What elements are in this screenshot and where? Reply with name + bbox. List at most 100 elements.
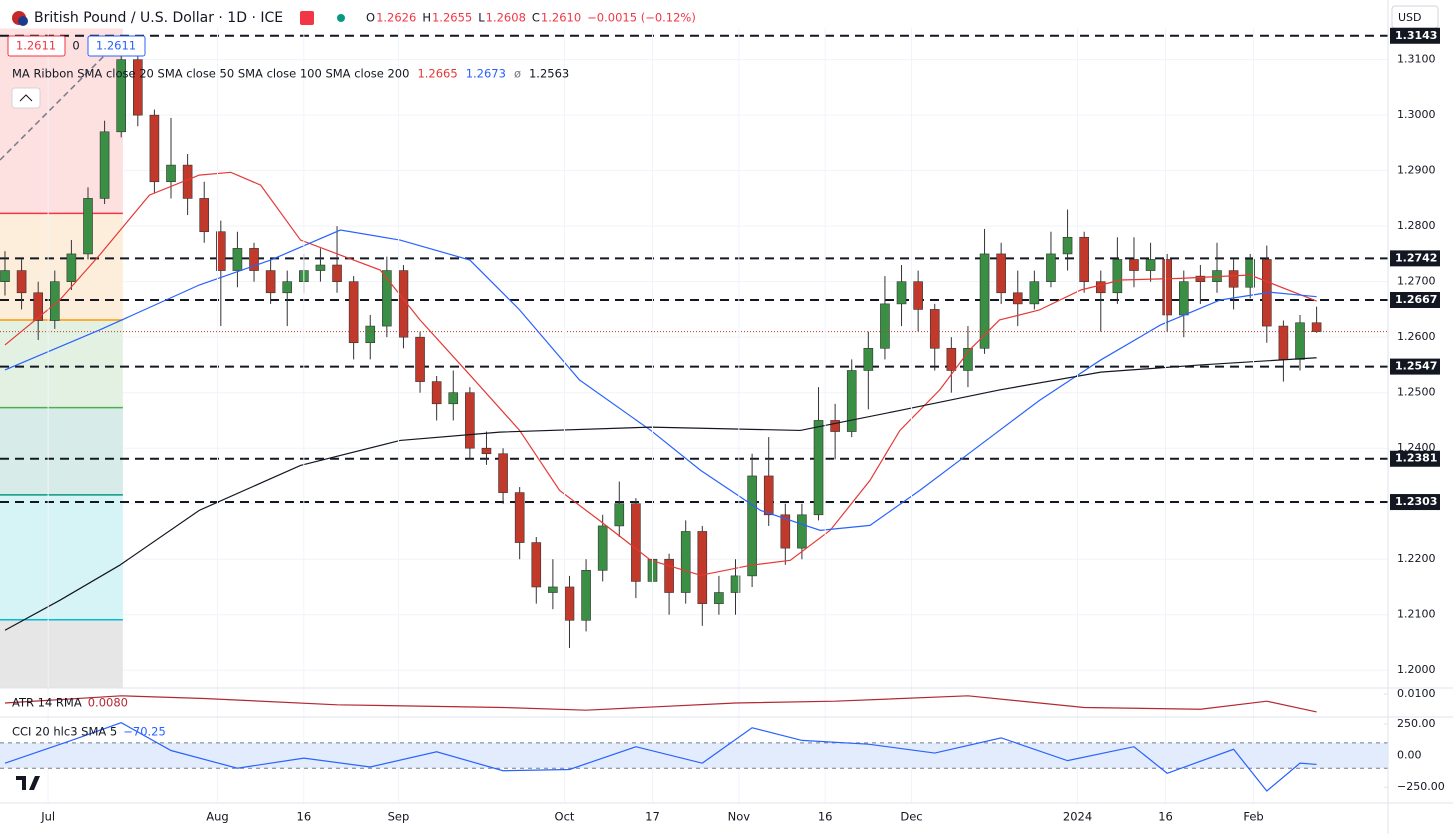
ma-legend-value: ø bbox=[514, 67, 521, 81]
candle-body bbox=[1079, 236, 1089, 282]
x-tick-label: 16 bbox=[1158, 810, 1173, 824]
x-tick-label: 2024 bbox=[1063, 810, 1092, 824]
candle-body bbox=[365, 325, 376, 344]
candle-body bbox=[0, 270, 10, 282]
candle-body bbox=[382, 270, 392, 327]
logo bbox=[16, 776, 40, 790]
moving-average bbox=[4, 171, 1317, 576]
level-label: 1.2547 bbox=[1395, 360, 1437, 373]
buy-button[interactable] bbox=[87, 35, 146, 57]
fib-zone bbox=[0, 407, 123, 495]
collapse-button[interactable] bbox=[11, 87, 41, 109]
candle-body bbox=[265, 270, 276, 294]
candle-body bbox=[182, 164, 193, 199]
y-tick-label: 1.2500 bbox=[1397, 386, 1436, 399]
symbol-title: British Pound / U.S. Dollar · 1D · ICE bbox=[34, 10, 283, 26]
candle-body bbox=[282, 281, 293, 294]
y-tick-label: 1.2200 bbox=[1397, 552, 1436, 565]
pane bbox=[0, 722, 1388, 792]
candle-body bbox=[199, 198, 210, 233]
candle-body bbox=[913, 281, 923, 310]
y-tick-label: 1.2800 bbox=[1397, 219, 1436, 232]
candle-body bbox=[415, 336, 425, 382]
indicator-line bbox=[4, 695, 1317, 713]
level-tag bbox=[1390, 27, 1440, 44]
pane bbox=[4, 693, 1388, 713]
pane bbox=[0, 28, 1388, 688]
candle-body bbox=[979, 253, 990, 349]
candle-body bbox=[664, 558, 674, 593]
level-tag bbox=[1390, 494, 1440, 511]
candle-body bbox=[581, 570, 591, 621]
candle-body bbox=[863, 347, 874, 371]
candle-body bbox=[714, 592, 724, 604]
ohlc-value: 1.2608 bbox=[486, 11, 526, 25]
candle-body bbox=[116, 59, 127, 133]
x-tick-label: Aug bbox=[206, 810, 228, 824]
flag-button[interactable] bbox=[300, 11, 314, 25]
y-tick-label: 1.2000 bbox=[1397, 663, 1436, 676]
fib-zone bbox=[0, 213, 123, 320]
level-label: 1.2303 bbox=[1395, 495, 1437, 508]
sell-price: 1.2611 bbox=[16, 39, 56, 53]
ohlc-value: 1.2610 bbox=[541, 11, 581, 25]
ohlc-label: C bbox=[532, 11, 540, 25]
candle-body bbox=[996, 253, 1006, 294]
ma-legend-value: 1.2665 bbox=[417, 67, 457, 81]
candle-body bbox=[1295, 322, 1305, 360]
candle-body bbox=[1178, 281, 1189, 316]
level-tag bbox=[1390, 291, 1440, 308]
candle-body bbox=[1278, 325, 1289, 360]
candle-body bbox=[66, 253, 77, 282]
ohlc-label: L bbox=[478, 11, 485, 25]
candle-body bbox=[16, 270, 27, 294]
spread: 0 bbox=[72, 39, 79, 53]
candle-body bbox=[1228, 270, 1239, 288]
candle-body bbox=[880, 303, 890, 349]
candle-body bbox=[332, 264, 342, 282]
x-tick-label: 16 bbox=[818, 810, 833, 824]
moving-average bbox=[4, 229, 1317, 531]
candle-body bbox=[797, 514, 807, 549]
y-tick-label: 1.3100 bbox=[1397, 53, 1436, 66]
candle-body bbox=[697, 531, 708, 604]
candle-body bbox=[631, 503, 641, 582]
y-tick-label: 0.0100 bbox=[1397, 687, 1436, 700]
fib-zone bbox=[0, 619, 123, 688]
y-tick-label: 1.2100 bbox=[1397, 608, 1436, 621]
fib-zone bbox=[0, 494, 123, 620]
level-label: 1.3143 bbox=[1395, 29, 1437, 42]
candle-body bbox=[1012, 292, 1023, 305]
ma-legend-title: MA Ribbon SMA close 20 SMA close 50 SMA … bbox=[12, 67, 409, 81]
y-tick-label: 1.2900 bbox=[1397, 164, 1436, 177]
candle-body bbox=[149, 114, 160, 183]
candle-body bbox=[1095, 281, 1106, 294]
candle-body bbox=[564, 586, 575, 621]
candle-body bbox=[531, 542, 542, 588]
ohlc-label: O bbox=[366, 11, 375, 25]
candle-body bbox=[348, 281, 359, 344]
ohlc-value: 1.2626 bbox=[376, 11, 416, 25]
ma-legend-value: 1.2563 bbox=[529, 67, 569, 81]
flag-icon bbox=[18, 16, 28, 26]
candle-body bbox=[780, 514, 791, 549]
candle-body bbox=[963, 347, 973, 371]
candle-body bbox=[431, 381, 442, 405]
indicator-title: CCI 20 hlc3 SMA 5 bbox=[12, 725, 117, 739]
ma-legend-value: 1.2673 bbox=[466, 67, 506, 81]
plot-area bbox=[0, 28, 1388, 803]
collapse-icon bbox=[19, 94, 33, 102]
candle-body bbox=[747, 475, 757, 577]
candle-body bbox=[813, 420, 824, 516]
candle-body bbox=[1129, 259, 1139, 271]
candle-body bbox=[830, 420, 840, 432]
sell-button[interactable] bbox=[7, 35, 66, 57]
buy-price: 1.2611 bbox=[96, 39, 136, 53]
x-tick-label: Feb bbox=[1243, 810, 1263, 824]
candle-body bbox=[1311, 322, 1322, 332]
x-tick-label: Dec bbox=[900, 810, 922, 824]
candle-body bbox=[166, 164, 176, 183]
candle-body bbox=[33, 292, 43, 321]
indicator-value: −70.25 bbox=[123, 725, 166, 739]
y-tick-label: 1.3000 bbox=[1397, 108, 1436, 121]
